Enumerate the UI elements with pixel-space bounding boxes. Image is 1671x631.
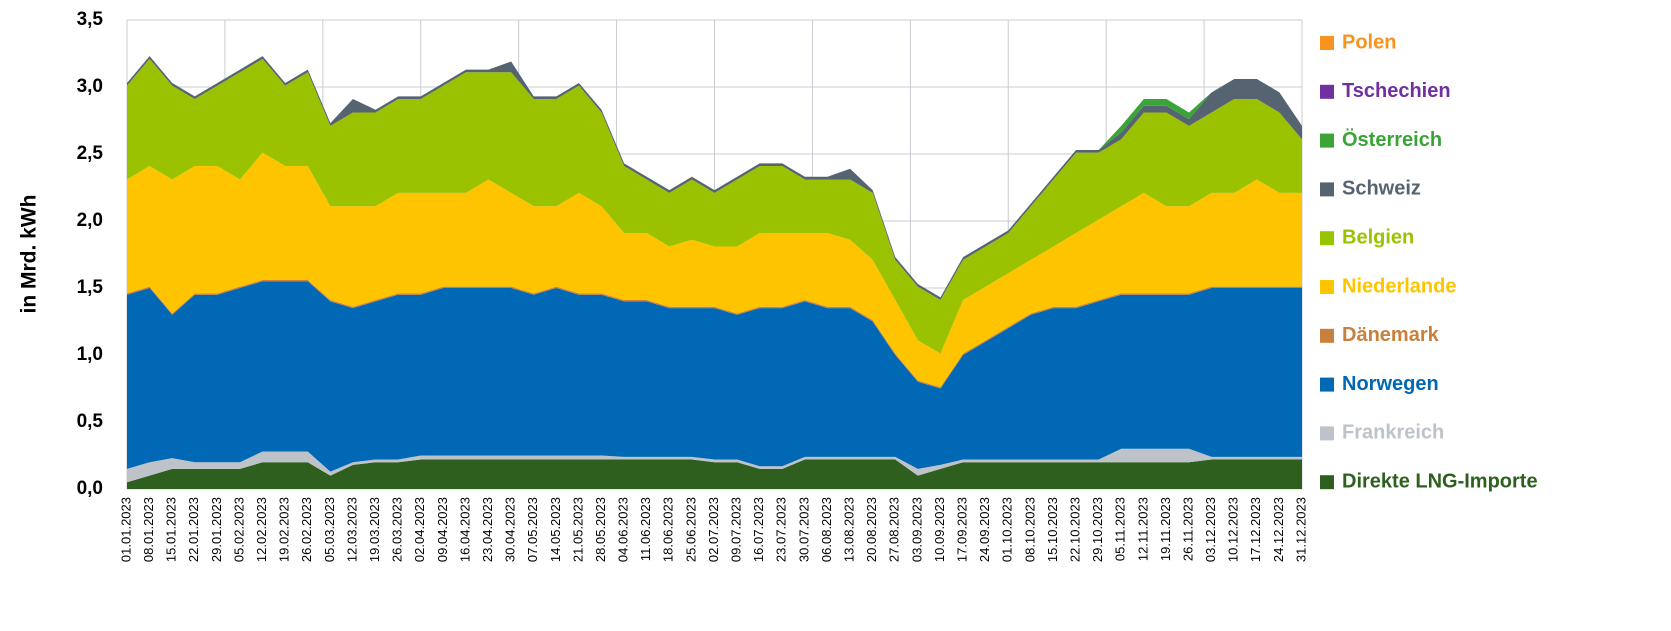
x-tick-label: 17.09.2023 bbox=[954, 497, 969, 562]
x-tick-label: 06.08.2023 bbox=[819, 497, 834, 562]
x-tick-label: 23.04.2023 bbox=[480, 497, 495, 562]
x-tick-label: 07.05.2023 bbox=[525, 497, 540, 562]
area bbox=[127, 152, 1302, 388]
y-tick-label: 1,0 bbox=[77, 344, 103, 365]
legend-swatch bbox=[1320, 280, 1334, 294]
x-tick-label: 09.04.2023 bbox=[435, 497, 450, 562]
x-tick-label: 16.04.2023 bbox=[457, 497, 472, 562]
x-tick-label: 27.08.2023 bbox=[887, 497, 902, 562]
x-tick-label: 26.02.2023 bbox=[299, 497, 314, 562]
legend-label: Polen bbox=[1342, 31, 1396, 53]
legend-label: Dänemark bbox=[1342, 324, 1440, 346]
legend-swatch bbox=[1320, 231, 1334, 246]
legend-swatch bbox=[1320, 328, 1334, 343]
x-tick-label: 29.10.2023 bbox=[1090, 497, 1105, 562]
legend-swatch bbox=[1320, 84, 1334, 99]
area bbox=[127, 281, 1302, 472]
legend-label: Belgien bbox=[1342, 226, 1414, 248]
x-tick-label: 05.03.2023 bbox=[322, 497, 337, 562]
x-tick-label: 29.01.2023 bbox=[209, 497, 224, 562]
y-tick-label: 3,5 bbox=[77, 9, 104, 30]
x-tick-label: 22.10.2023 bbox=[1067, 497, 1082, 562]
x-tick-label: 11.06.2023 bbox=[638, 497, 653, 561]
legend-label: Norwegen bbox=[1342, 373, 1439, 395]
x-tick-label: 17.12.2023 bbox=[1248, 497, 1263, 562]
x-tick-label: 31.12.2023 bbox=[1293, 497, 1308, 562]
y-tick-label: 3,0 bbox=[77, 76, 103, 97]
x-tick-label: 02.07.2023 bbox=[706, 497, 721, 562]
x-tick-label: 22.01.2023 bbox=[186, 497, 201, 562]
area bbox=[127, 459, 1302, 489]
y-tick-label: 0,0 bbox=[77, 478, 103, 499]
x-tick-label: 21.05.2023 bbox=[570, 497, 585, 562]
legend-label: Schweiz bbox=[1342, 178, 1421, 200]
x-tick-label: 09.07.2023 bbox=[729, 497, 744, 562]
x-tick-label: 04.06.2023 bbox=[616, 497, 631, 562]
x-tick-label: 05.02.2023 bbox=[231, 497, 246, 562]
legend-swatch bbox=[1320, 133, 1334, 148]
x-tick-label: 26.11.2023 bbox=[1180, 497, 1195, 561]
x-tick-label: 20.08.2023 bbox=[864, 497, 879, 562]
x-tick-label: 05.11.2023 bbox=[1113, 497, 1128, 561]
legend-label: Direkte LNG-Importe bbox=[1342, 470, 1538, 492]
legend-swatch bbox=[1320, 475, 1334, 490]
area bbox=[127, 58, 1302, 354]
x-tick-label: 25.06.2023 bbox=[683, 497, 698, 562]
x-tick-label: 14.05.2023 bbox=[548, 497, 563, 562]
y-tick-label: 2,0 bbox=[77, 210, 103, 231]
y-tick-label: 0,5 bbox=[77, 411, 104, 432]
x-tick-label: 01.10.2023 bbox=[1000, 497, 1015, 562]
x-tick-label: 10.12.2023 bbox=[1226, 497, 1241, 562]
x-tick-label: 24.12.2023 bbox=[1271, 497, 1286, 562]
legend-swatch bbox=[1320, 377, 1334, 392]
x-tick-label: 01.01.2023 bbox=[118, 497, 133, 562]
x-tick-label: 03.09.2023 bbox=[909, 497, 924, 562]
x-tick-label: 12.11.2023 bbox=[1135, 497, 1150, 561]
y-axis-label: in Mrd. kWh bbox=[18, 195, 41, 314]
x-tick-label: 19.02.2023 bbox=[277, 497, 292, 562]
x-tick-label: 02.04.2023 bbox=[412, 497, 427, 562]
x-tick-label: 08.01.2023 bbox=[141, 497, 156, 562]
x-tick-label: 28.05.2023 bbox=[593, 497, 608, 562]
x-tick-label: 23.07.2023 bbox=[774, 497, 789, 562]
x-tick-label: 10.09.2023 bbox=[932, 497, 947, 562]
y-tick-label: 2,5 bbox=[77, 143, 104, 164]
legend-label: Österreich bbox=[1342, 128, 1442, 151]
area bbox=[127, 448, 1302, 483]
x-tick-label: 16.07.2023 bbox=[751, 497, 766, 562]
legend-label: Niederlande bbox=[1342, 275, 1456, 297]
legend-swatch bbox=[1320, 182, 1334, 197]
x-tick-label: 18.06.2023 bbox=[661, 497, 676, 562]
x-tick-label: 12.03.2023 bbox=[344, 497, 359, 562]
x-tick-label: 03.12.2023 bbox=[1203, 497, 1218, 562]
x-tick-label: 30.04.2023 bbox=[503, 497, 518, 562]
x-tick-label: 15.10.2023 bbox=[1045, 497, 1060, 562]
y-tick-label: 1,5 bbox=[77, 277, 104, 298]
x-tick-label: 30.07.2023 bbox=[796, 497, 811, 562]
x-tick-label: 26.03.2023 bbox=[390, 497, 405, 562]
x-tick-label: 15.01.2023 bbox=[164, 497, 179, 562]
legend-swatch bbox=[1320, 36, 1334, 50]
x-tick-label: 19.11.2023 bbox=[1158, 497, 1173, 561]
x-tick-label: 08.10.2023 bbox=[1022, 497, 1037, 562]
legend-swatch bbox=[1320, 426, 1334, 441]
x-tick-label: 13.08.2023 bbox=[842, 497, 857, 562]
x-tick-label: 12.02.2023 bbox=[254, 497, 269, 562]
x-tick-label: 19.03.2023 bbox=[367, 497, 382, 562]
legend-label: Tschechien bbox=[1342, 80, 1451, 102]
x-tick-label: 24.09.2023 bbox=[977, 497, 992, 562]
legend-label: Frankreich bbox=[1342, 422, 1444, 444]
